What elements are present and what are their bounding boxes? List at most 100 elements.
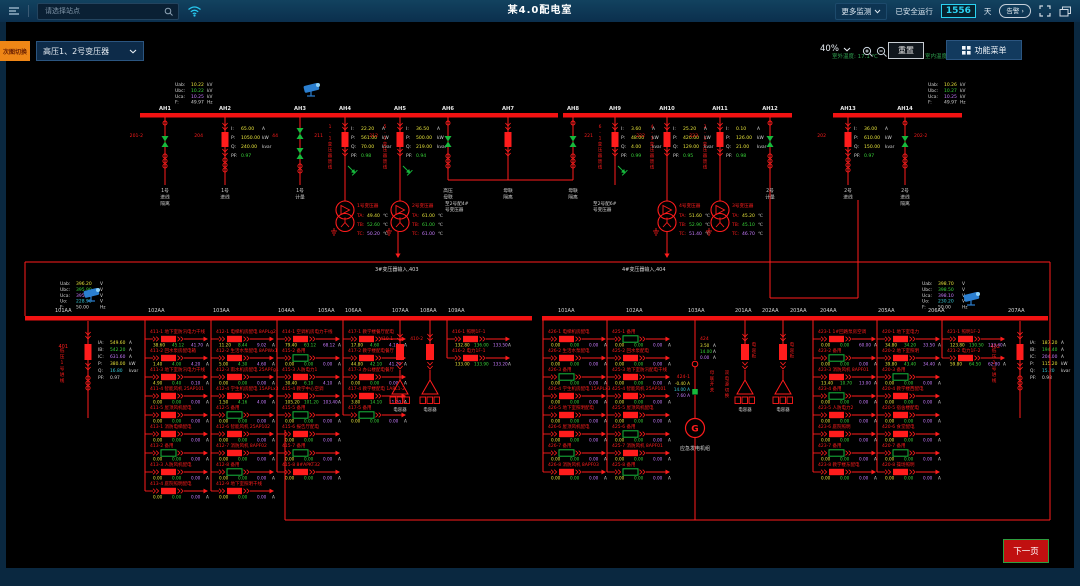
breaker[interactable] bbox=[396, 132, 404, 147]
switch-open-indicator[interactable] bbox=[691, 360, 699, 368]
windows-layers-icon[interactable] bbox=[1059, 6, 1072, 17]
breaker[interactable] bbox=[161, 430, 176, 438]
breaker[interactable] bbox=[716, 132, 724, 147]
breaker[interactable] bbox=[622, 430, 639, 438]
breaker[interactable] bbox=[292, 354, 309, 362]
breaker[interactable] bbox=[221, 132, 229, 147]
breaker[interactable] bbox=[227, 392, 242, 400]
breaker[interactable] bbox=[559, 354, 574, 362]
breaker[interactable] bbox=[161, 468, 176, 476]
breaker[interactable] bbox=[161, 354, 176, 362]
zoom-level-dropdown[interactable]: 40% bbox=[820, 44, 851, 54]
breaker[interactable] bbox=[161, 487, 176, 495]
breaker[interactable] bbox=[293, 373, 308, 381]
breaker[interactable] bbox=[893, 468, 908, 476]
breaker[interactable] bbox=[559, 430, 574, 438]
breaker[interactable] bbox=[227, 335, 242, 343]
zoom-in-icon[interactable] bbox=[862, 46, 874, 58]
breaker[interactable] bbox=[623, 449, 638, 457]
breaker[interactable] bbox=[559, 335, 574, 343]
breaker[interactable] bbox=[558, 449, 575, 457]
breaker[interactable] bbox=[829, 468, 844, 476]
breaker[interactable] bbox=[226, 468, 243, 476]
breaker[interactable] bbox=[828, 354, 845, 362]
breaker[interactable] bbox=[893, 430, 908, 438]
breaker[interactable] bbox=[622, 468, 639, 476]
breaker[interactable] bbox=[893, 354, 908, 362]
breaker[interactable] bbox=[292, 449, 309, 457]
breaker[interactable] bbox=[293, 430, 308, 438]
breaker[interactable] bbox=[559, 411, 574, 419]
breaker[interactable] bbox=[893, 335, 908, 343]
breaker[interactable] bbox=[828, 392, 845, 400]
function-menu-button[interactable]: 功能菜单 bbox=[946, 40, 1022, 60]
breaker[interactable] bbox=[341, 132, 349, 147]
breaker[interactable] bbox=[663, 132, 671, 147]
breaker[interactable] bbox=[358, 411, 375, 419]
breaker[interactable] bbox=[161, 373, 176, 381]
breaker[interactable] bbox=[559, 468, 574, 476]
breaker[interactable] bbox=[426, 344, 434, 360]
breaker[interactable] bbox=[622, 335, 639, 343]
breaker[interactable] bbox=[741, 344, 749, 360]
breaker[interactable] bbox=[161, 411, 176, 419]
fullscreen-icon[interactable] bbox=[1039, 5, 1051, 17]
alarm-button[interactable]: 告警 › bbox=[999, 4, 1031, 18]
breaker[interactable] bbox=[293, 392, 308, 400]
breaker[interactable] bbox=[161, 335, 176, 343]
wifi-icon[interactable] bbox=[187, 5, 202, 17]
breaker[interactable] bbox=[779, 344, 787, 360]
breaker[interactable] bbox=[1016, 344, 1024, 360]
breaker[interactable] bbox=[293, 335, 308, 343]
station-search-input[interactable] bbox=[43, 6, 147, 16]
breaker[interactable] bbox=[829, 335, 844, 343]
breaker[interactable] bbox=[227, 354, 242, 362]
breaker[interactable] bbox=[226, 411, 243, 419]
breaker[interactable] bbox=[359, 392, 374, 400]
breaker[interactable] bbox=[161, 392, 176, 400]
breaker[interactable] bbox=[829, 430, 844, 438]
more-monitoring-dropdown[interactable]: 更多监测 bbox=[835, 2, 888, 20]
breaker[interactable] bbox=[893, 392, 908, 400]
breaker[interactable] bbox=[829, 411, 844, 419]
breaker[interactable] bbox=[463, 335, 478, 343]
breaker[interactable] bbox=[844, 132, 852, 147]
breaker[interactable] bbox=[611, 132, 619, 147]
hamburger-menu-icon[interactable] bbox=[8, 6, 20, 16]
breaker[interactable] bbox=[623, 373, 638, 381]
breaker[interactable] bbox=[829, 373, 844, 381]
breaker[interactable] bbox=[84, 344, 92, 360]
breaker[interactable] bbox=[892, 373, 909, 381]
breaker[interactable] bbox=[292, 411, 309, 419]
breaker[interactable] bbox=[463, 354, 478, 362]
breaker[interactable] bbox=[160, 449, 177, 457]
transformer-selector[interactable]: 高压1、2号变压器 bbox=[36, 41, 144, 61]
diagram-switch-tag[interactable]: 次图切换 bbox=[0, 41, 30, 61]
camera-icon[interactable] bbox=[963, 291, 980, 306]
generator-symbol[interactable] bbox=[684, 417, 706, 439]
breaker[interactable] bbox=[359, 335, 374, 343]
breaker[interactable] bbox=[623, 354, 638, 362]
breaker[interactable] bbox=[892, 449, 909, 457]
camera-icon[interactable] bbox=[303, 82, 320, 97]
breaker[interactable] bbox=[623, 392, 638, 400]
breaker[interactable] bbox=[227, 430, 242, 438]
station-search-box[interactable] bbox=[37, 2, 179, 20]
reset-button[interactable]: 重置 bbox=[888, 42, 924, 59]
camera-icon[interactable] bbox=[83, 287, 100, 302]
breaker[interactable] bbox=[396, 344, 404, 360]
breaker[interactable] bbox=[227, 449, 242, 457]
breaker[interactable] bbox=[558, 373, 575, 381]
zoom-out-icon[interactable] bbox=[876, 46, 888, 58]
breaker[interactable] bbox=[559, 392, 574, 400]
breaker[interactable] bbox=[293, 468, 308, 476]
breaker[interactable] bbox=[828, 449, 845, 457]
breaker[interactable] bbox=[504, 132, 512, 147]
breaker[interactable] bbox=[227, 373, 242, 381]
breaker[interactable] bbox=[893, 411, 908, 419]
breaker[interactable] bbox=[359, 373, 374, 381]
